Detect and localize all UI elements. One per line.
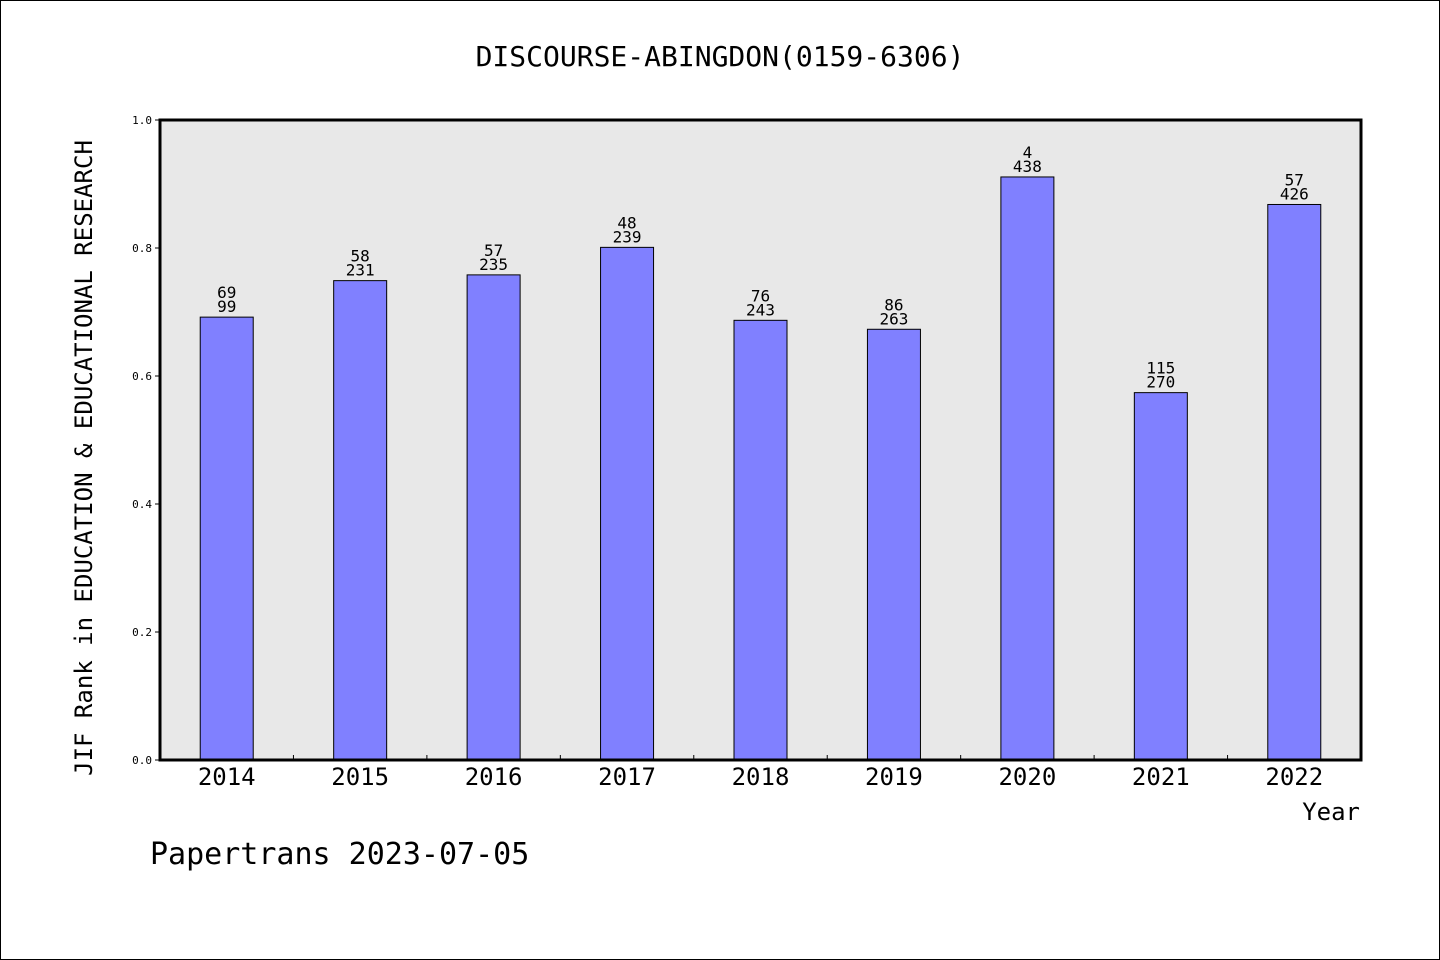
- x-tick-label-2017: 2017: [598, 763, 656, 791]
- data-label-rank-2014: 69: [217, 283, 236, 302]
- y-axis-label: JIF Rank in EDUCATION & EDUCATIONAL RESE…: [70, 140, 98, 776]
- data-label-total-2014: 99: [217, 297, 236, 316]
- data-label-total-2019: 263: [879, 309, 908, 328]
- bar-2017: [600, 246, 655, 761]
- bar-2014: [199, 316, 254, 761]
- x-tick-label-2022: 2022: [1265, 763, 1323, 791]
- x-tick-label-2014: 2014: [198, 763, 256, 791]
- x-tick-label-2015: 2015: [331, 763, 389, 791]
- data-label-rank-2015: 58: [351, 247, 370, 266]
- footer-watermark: Papertrans 2023-07-05: [150, 837, 529, 872]
- bar-2019: [866, 328, 921, 761]
- x-tick-label-2021: 2021: [1132, 763, 1190, 791]
- y-tick-label-0.0: 0.0: [132, 754, 152, 767]
- bar-2018: [733, 319, 788, 761]
- x-axis-label: Year: [1302, 798, 1360, 826]
- data-label-rank-2016: 57: [484, 241, 503, 260]
- data-label-rank-2018: 76: [751, 286, 770, 305]
- x-tick-label-2018: 2018: [732, 763, 790, 791]
- data-label-total-2022: 426: [1280, 184, 1309, 203]
- y-axis: 0.0 0.2 0.4 0.6 0.8 1.0: [132, 114, 160, 767]
- x-axis: 2014 2015 2016 2017 2018 2019 2020 2021 2022: [198, 755, 1323, 791]
- data-label-rank-2021: 115: [1146, 359, 1175, 378]
- bar-2016: [466, 274, 521, 761]
- plot-border: [158, 118, 1363, 762]
- y-tick-label-0.2: 0.2: [132, 626, 152, 639]
- data-label-total-2021: 270: [1146, 373, 1175, 392]
- data-label-rank-2019: 86: [884, 295, 903, 314]
- y-tick-label-0.6: 0.6: [132, 370, 152, 383]
- data-label-total-2015: 231: [346, 261, 375, 280]
- y-tick-label-1.0: 1.0: [132, 114, 152, 127]
- bar-2020: [1000, 176, 1055, 761]
- data-label-rank-2022: 57: [1285, 170, 1304, 189]
- data-label-total-2016: 235: [479, 255, 508, 274]
- bar-2021: [1133, 392, 1188, 761]
- data-label-total-2020: 438: [1013, 157, 1042, 176]
- data-label-rank-2017: 48: [617, 213, 636, 232]
- bars-group: [199, 176, 1322, 761]
- data-label-total-2017: 239: [613, 227, 642, 246]
- x-tick-label-2016: 2016: [465, 763, 523, 791]
- data-label-total-2018: 243: [746, 300, 775, 319]
- y-tick-label-0.4: 0.4: [132, 498, 152, 511]
- bar-2015: [333, 280, 388, 761]
- y-tick-label-0.8: 0.8: [132, 242, 152, 255]
- x-tick-label-2019: 2019: [865, 763, 923, 791]
- data-label-rank-2020: 4: [1023, 143, 1033, 162]
- x-tick-label-2020: 2020: [998, 763, 1056, 791]
- bar-2022: [1267, 203, 1322, 761]
- chart-title: DISCOURSE-ABINGDON(0159-6306): [476, 40, 965, 73]
